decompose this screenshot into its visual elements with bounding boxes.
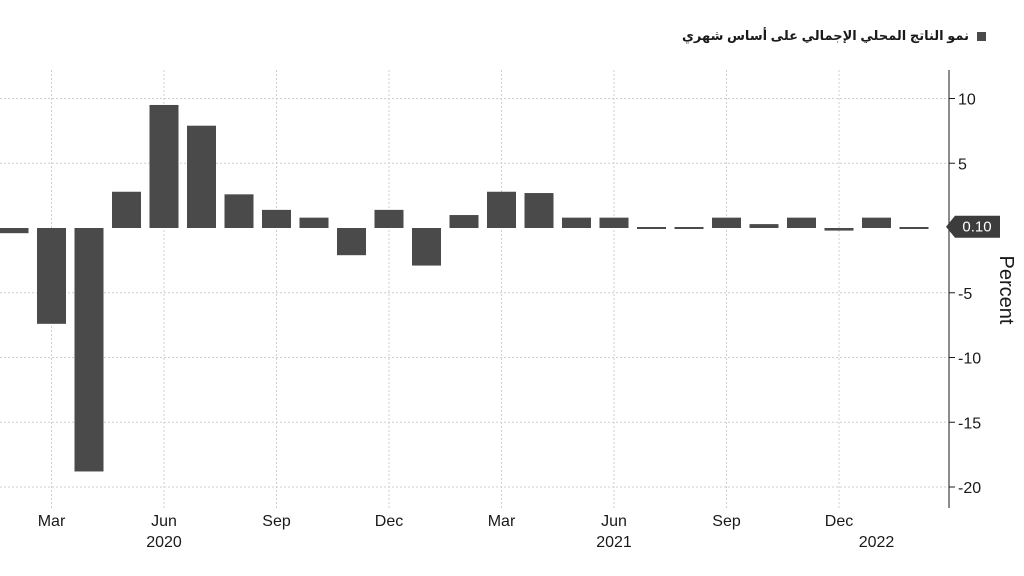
bar-2020-11 [337, 228, 366, 256]
x-year-label: 2022 [859, 534, 895, 551]
bar-2021-07 [637, 227, 666, 229]
bar-2020-08 [224, 194, 254, 228]
bar-2020-06 [149, 104, 179, 228]
bar-2020-02 [0, 228, 29, 234]
x-tick-label: Mar [488, 513, 516, 530]
y-axis-label: Percent [995, 256, 1017, 325]
x-tick-label: Sep [712, 513, 741, 530]
x-tick-label: Jun [601, 513, 627, 530]
bar-2020-04 [74, 228, 104, 472]
legend: نمو الناتج المحلي الإجمالي على أساس شهري [682, 28, 986, 44]
bar-2021-01 [412, 228, 441, 266]
bar-2020-12 [374, 209, 404, 228]
gridlines [0, 70, 948, 508]
x-year-label: 2021 [596, 534, 632, 551]
bar-2021-08 [674, 227, 704, 229]
x-tick-label: Mar [38, 513, 66, 530]
legend-label: نمو الناتج المحلي الإجمالي على أساس شهري [682, 28, 969, 43]
bar-2021-02 [449, 215, 479, 228]
bar-2020-03 [37, 228, 66, 324]
bar-2021-05 [562, 217, 591, 228]
y-tick-label: -20 [958, 480, 981, 497]
bar-2020-07 [187, 125, 216, 228]
y-tick-label: -10 [958, 351, 981, 368]
x-tick-label: Sep [262, 513, 291, 530]
bar-2022-01 [862, 217, 891, 228]
bar-2022-02 [899, 227, 929, 229]
last-value-badge [946, 215, 1000, 238]
last-value-label: 0.10 [962, 219, 991, 236]
x-tick-label: Dec [825, 513, 853, 530]
y-tick-label: -15 [958, 415, 981, 432]
bar-2021-03 [487, 191, 516, 228]
bars [0, 104, 929, 472]
x-axis: Mar Jun Sep Dec Mar Jun Sep Dec 2020 2021 2022 [38, 513, 895, 551]
bar-2021-10 [749, 224, 779, 228]
last-value-flag: 0.10 [946, 215, 1000, 238]
y-tick-label: 10 [958, 92, 976, 109]
x-tick-label: Dec [375, 513, 403, 530]
bar-2020-10 [299, 217, 329, 228]
bar-2020-05 [112, 191, 141, 228]
bar-2021-12 [824, 228, 854, 231]
bar-2021-04 [524, 193, 554, 228]
bar-2020-09 [262, 209, 291, 228]
y-tick-label: -5 [958, 286, 972, 303]
bar-2021-09 [712, 217, 741, 228]
legend-swatch [977, 31, 986, 41]
y-axis: 10 5 -5 -10 -15 -20 Percent [948, 70, 1017, 508]
bar-2021-11 [787, 217, 816, 228]
x-year-label: 2020 [146, 534, 182, 551]
bar-2021-06 [599, 217, 629, 228]
x-tick-label: Jun [151, 513, 177, 530]
y-tick-label: 5 [958, 156, 967, 173]
